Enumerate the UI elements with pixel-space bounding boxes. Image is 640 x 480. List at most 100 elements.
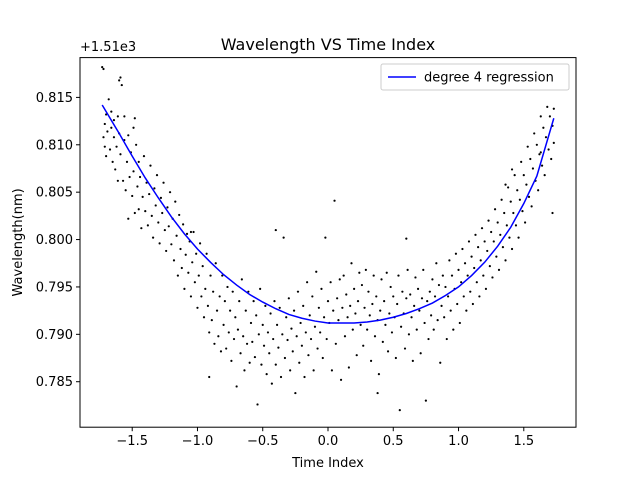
scatter-point: [454, 252, 458, 255]
scatter-point: [273, 300, 276, 303]
scatter-point: [469, 290, 472, 293]
scatter-point: [151, 236, 155, 239]
scatter-point: [479, 259, 482, 262]
scatter-point: [448, 259, 451, 262]
scatter-point: [488, 264, 491, 268]
scatter-point: [510, 168, 514, 171]
scatter-point: [471, 302, 474, 306]
scatter-point: [222, 323, 225, 326]
scatter-point: [178, 213, 181, 217]
scatter-point: [119, 153, 122, 156]
scatter-point: [107, 98, 110, 101]
regression-line: [101, 104, 555, 324]
scatter-point: [427, 337, 430, 341]
scatter-point: [426, 300, 429, 303]
chart-marks: [101, 65, 555, 412]
x-tick-label: −1.0: [182, 434, 214, 449]
scatter-point: [131, 194, 134, 198]
scatter-point: [366, 328, 369, 331]
scatter-point: [296, 290, 300, 293]
scatter-point: [367, 290, 370, 293]
scatter-point: [358, 271, 361, 274]
scatter-point: [127, 134, 130, 137]
scatter-point: [302, 304, 305, 307]
scatter-point: [550, 157, 553, 161]
scatter-point: [159, 196, 163, 199]
scatter-point: [264, 304, 267, 307]
scatter-point: [424, 399, 427, 402]
scatter-point: [521, 210, 524, 213]
scatter-point: [172, 259, 176, 262]
scatter-point: [551, 211, 554, 215]
scatter-point: [379, 309, 382, 312]
scatter-point: [235, 385, 238, 388]
scatter-point: [463, 262, 467, 265]
scatter-point: [339, 378, 343, 381]
scatter-point: [509, 200, 512, 203]
scatter-point: [133, 211, 136, 215]
scatter-point: [444, 285, 447, 289]
scatter-point: [539, 151, 542, 154]
scatter-point: [337, 319, 340, 322]
scatter-point: [205, 252, 208, 255]
scatter-point: [518, 198, 521, 201]
scatter-point: [180, 266, 183, 270]
scatter-point: [110, 126, 113, 129]
scatter-point: [255, 314, 258, 317]
scatter-point: [500, 198, 503, 201]
scatter-point: [286, 338, 289, 342]
scatter-point: [189, 230, 193, 234]
scatter-point: [292, 309, 296, 312]
scatter-point: [401, 290, 404, 293]
scatter-point: [474, 233, 477, 236]
scatter-point: [259, 287, 262, 290]
scatter-point: [520, 160, 523, 163]
scatter-point: [409, 293, 412, 296]
scatter-point: [269, 312, 272, 315]
scatter-point: [298, 361, 301, 364]
scatter-point: [458, 321, 461, 325]
scatter-point: [413, 304, 416, 307]
scatter-point: [294, 391, 297, 395]
scatter-point: [212, 290, 215, 293]
scatter-point: [148, 192, 151, 196]
scatter-point: [311, 295, 314, 298]
scatter-point: [338, 278, 341, 281]
scatter-point: [470, 255, 473, 258]
x-tick-label: 1.5: [513, 434, 534, 449]
scatter-point: [538, 153, 541, 156]
scatter-point: [167, 225, 170, 228]
scatter-point: [407, 333, 411, 336]
scatter-point: [106, 130, 109, 133]
scatter-point: [460, 281, 463, 284]
scatter-point: [245, 342, 249, 345]
scatter-point: [355, 354, 358, 357]
scatter-point: [185, 232, 189, 235]
scatter-point: [487, 219, 490, 222]
scatter-point: [135, 143, 138, 146]
scatter-point: [317, 306, 320, 309]
scatter-point: [390, 331, 394, 334]
scatter-point: [112, 136, 116, 139]
scatter-point: [112, 119, 116, 122]
scatter-point: [332, 309, 335, 312]
scatter-point: [548, 115, 551, 118]
scatter-point: [149, 164, 152, 167]
scatter-point: [251, 340, 254, 344]
scatter-point: [101, 65, 104, 69]
scatter-point: [256, 403, 259, 406]
x-tick-label: −0.5: [247, 434, 279, 449]
scatter-point: [517, 236, 520, 239]
scatter-point: [440, 304, 443, 307]
scatter-point: [138, 175, 142, 179]
scatter-point: [373, 335, 377, 338]
scatter-point: [150, 214, 153, 217]
scatter-point: [201, 264, 204, 268]
scatter-point: [252, 300, 255, 303]
scatter-point: [535, 143, 538, 146]
scatter-point: [467, 240, 471, 243]
scatter-point: [398, 409, 401, 412]
scatter-point: [529, 157, 532, 161]
scatter-point: [495, 255, 498, 258]
scatter-point: [231, 290, 234, 293]
